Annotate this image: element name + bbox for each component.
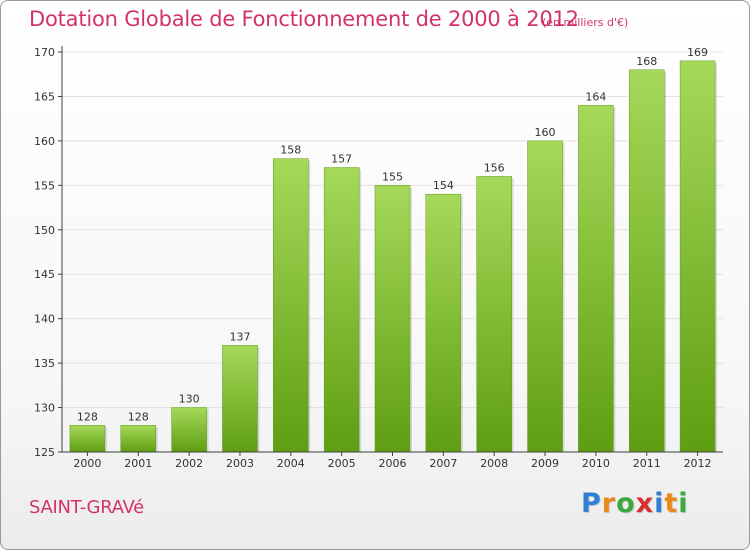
bar-2003 [222,345,258,453]
bar-2005 [323,167,360,453]
x-tick-label: 2001 [124,457,152,470]
data-label: 168 [636,55,657,68]
logo-letter: i [654,488,665,519]
bar-2008 [476,176,512,453]
y-tick-label: 145 [34,268,55,281]
y-tick-label: 165 [34,90,55,103]
data-label: 128 [128,410,149,423]
chart-title: Dotation Globale de Fonctionnement de 20… [29,7,579,31]
data-label: 164 [585,90,606,103]
y-tick-label: 125 [34,446,55,459]
x-tick-label: 2008 [480,457,508,470]
labels: 125 130 135 140 145 150 155 160 165 170 128 2000 128… [34,46,712,470]
x-tick-label: 2002 [175,457,203,470]
logo-letter: t [664,488,679,519]
x-tick-label: 2004 [277,457,305,470]
x-tick-label: 2000 [73,457,101,470]
x-tick-label: 2011 [633,457,661,470]
data-label: 155 [382,170,403,183]
logo-letter: P [581,488,602,519]
bars [69,60,718,453]
y-tick-label: 130 [34,402,55,415]
y-tick-label: 135 [34,357,55,370]
x-tick-label: 2006 [379,457,407,470]
y-tick-label: 150 [34,224,55,237]
data-label: 130 [179,393,200,406]
data-label: 158 [280,144,301,157]
x-tick-label: 2003 [226,457,254,470]
proxiti-logo[interactable]: Proxiti [581,488,689,519]
data-label: 157 [331,153,352,166]
data-label: 169 [687,46,708,59]
bar-2001 [120,425,157,453]
logo-letter: r [601,488,617,519]
x-tick-label: 2005 [328,457,356,470]
bar-2011 [628,69,665,453]
bar-2009 [527,140,563,453]
x-tick-label: 2009 [531,457,559,470]
data-label: 154 [433,179,454,192]
y-tick-label: 140 [34,313,55,326]
x-tick-label: 2007 [429,457,457,470]
bar-2002 [171,407,207,453]
logo-letter: o [616,488,636,519]
bar-2007 [425,193,462,453]
bar-2012 [679,60,716,453]
data-label: 137 [229,330,250,343]
y-tick-label: 155 [34,179,55,192]
logo-letter: x [635,488,655,519]
data-label: 160 [535,126,556,139]
x-tick-label: 2012 [684,457,712,470]
commune-name: SAINT-GRAVé [29,497,144,518]
bar-2006 [374,185,411,453]
x-tick-label: 2010 [582,457,610,470]
y-tick-label: 170 [34,46,55,59]
bar-2000 [69,425,106,453]
axes [58,46,723,456]
bar-2010 [578,105,614,453]
y-tick-label: 160 [34,135,55,148]
data-label: 156 [484,161,505,174]
bar-2004 [273,158,309,453]
data-label: 128 [77,410,98,423]
logo-letter: i [678,488,689,519]
chart-subtitle: (en milliers d'€) [542,16,629,29]
